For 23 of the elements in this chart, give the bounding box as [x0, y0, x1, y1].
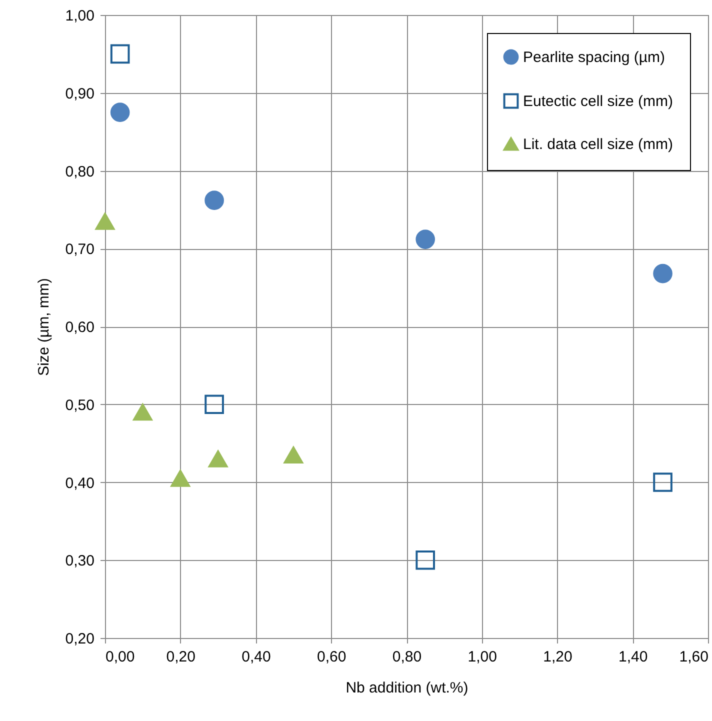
y-tick-label: 0,80: [65, 163, 94, 180]
x-tick-label: 1,00: [468, 648, 497, 666]
x-axis-title: Nb addition (wt.%): [346, 680, 468, 696]
x-tick-label: 1,40: [618, 648, 648, 666]
y-tick-label: 0,40: [65, 474, 94, 492]
y-tick-label: 0,60: [65, 319, 94, 336]
y-tick-label: 1,00: [65, 8, 94, 24]
x-tick-label: 0,40: [242, 648, 271, 666]
legend-label: Eutectic cell size (mm): [523, 93, 674, 110]
y-tick-label: 0,50: [65, 396, 94, 414]
legend-label: Lit. data cell size (mm): [523, 136, 674, 153]
legend-label: Pearlite spacing (µm): [523, 49, 666, 66]
x-tick-label: 1,20: [543, 648, 572, 666]
x-tick-label: 1,60: [679, 648, 708, 666]
y-tick-label: 0,90: [65, 85, 94, 102]
x-tick-label: 0,20: [166, 648, 196, 666]
x-tick-label: 0,00: [106, 648, 135, 666]
y-tick-label: 0,30: [65, 552, 94, 570]
x-tick-label: 0,80: [392, 648, 422, 666]
x-tick-label: 0,60: [317, 648, 346, 666]
y-tick-label: 0,70: [65, 241, 94, 258]
y-axis-title: Size (µm, mm): [35, 278, 52, 376]
y-tick-label: 0,20: [65, 630, 94, 648]
